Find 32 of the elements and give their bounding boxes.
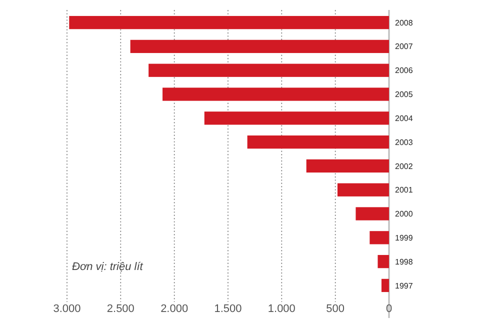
bar — [247, 135, 389, 149]
y-tick-label: 2000 — [395, 210, 414, 219]
bar — [356, 207, 389, 220]
bar — [306, 159, 389, 173]
y-tick-label: 1999 — [395, 233, 414, 242]
annotation: Đơn vị: triệu lít — [72, 261, 144, 273]
x-tick-label: 0 — [386, 303, 392, 315]
bar — [378, 254, 389, 268]
y-tick-label: 1997 — [395, 281, 414, 290]
bar — [69, 16, 389, 30]
x-tick-label: 3.000 — [53, 303, 81, 315]
y-tick-label: 2007 — [395, 42, 414, 52]
bar — [337, 183, 389, 196]
y-tick-label: 2005 — [395, 90, 414, 100]
x-tick-label: 1.000 — [268, 303, 296, 315]
x-tick-label: 500 — [326, 303, 345, 315]
bar — [370, 231, 389, 244]
x-tick-label: 1.500 — [214, 303, 242, 315]
y-tick-label: 2004 — [395, 114, 414, 123]
x-tick-label: 2.000 — [160, 303, 188, 315]
y-tick-label: 2006 — [395, 66, 414, 76]
y-tick-label: 2001 — [395, 186, 414, 195]
y-tick-label: 2003 — [395, 138, 414, 147]
bar — [381, 278, 389, 292]
bar — [130, 40, 389, 54]
x-tick-label: 2.500 — [106, 303, 134, 315]
bar — [204, 112, 389, 125]
bar — [148, 64, 389, 77]
y-tick-label: 2002 — [395, 162, 414, 171]
y-tick-label: 1998 — [395, 257, 414, 266]
bar — [162, 88, 389, 101]
y-tick-label: 2008 — [395, 18, 414, 28]
